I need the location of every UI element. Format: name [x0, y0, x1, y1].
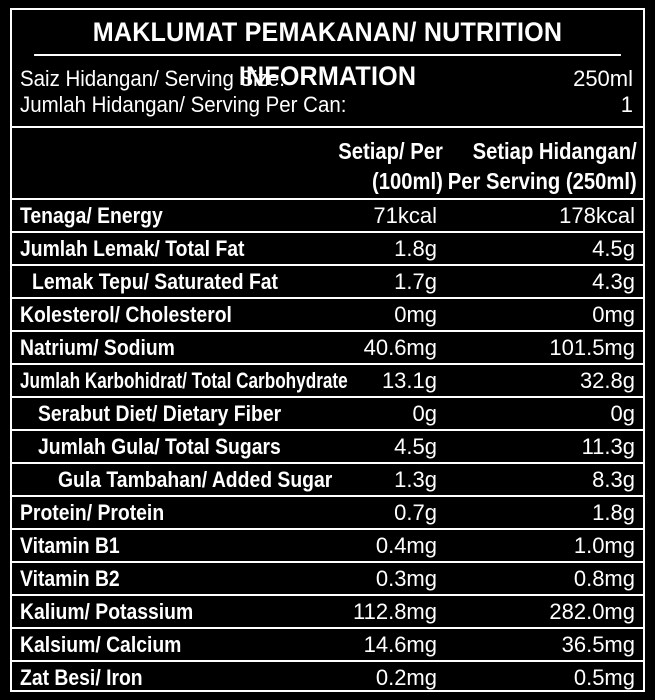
- table-row: Natrium/ Sodium 40.6mg 101.5mg: [12, 332, 643, 365]
- nutrient-table: Tenaga/ Energy 71kcal 178kcal Jumlah Lemak…: [12, 200, 643, 693]
- table-row: Vitamin B1 0.4mg 1.0mg: [12, 530, 643, 563]
- per-serving-value: 178kcal: [559, 203, 635, 228]
- serving-info: Saiz Hidangan/ Serving Size: 250ml Jumla…: [12, 56, 643, 128]
- table-row: Vitamin B2 0.3mg 0.8mg: [12, 563, 643, 596]
- nutrient-name: Zat Besi/ Iron: [20, 665, 143, 690]
- table-row: Lemak Tepu/ Saturated Fat 1.7g 4.3g: [12, 266, 643, 299]
- table-row: Jumlah Lemak/ Total Fat 1.8g 4.5g: [12, 233, 643, 266]
- per-100ml-value: 0mg: [394, 302, 437, 327]
- table-row: Tenaga/ Energy 71kcal 178kcal: [12, 200, 643, 233]
- per-100ml-value: 0.4mg: [375, 533, 437, 558]
- per-serving-value: 1.0mg: [573, 533, 635, 558]
- nutrient-name: Tenaga/ Energy: [20, 203, 163, 228]
- per-serving-value: 4.5g: [592, 236, 635, 261]
- per-100ml-value: 1.3g: [394, 467, 437, 492]
- nutrient-name: Jumlah Karbohidrat/ Total Carbohydrate: [20, 368, 348, 393]
- per-100ml-header: Setiap/ Per (100ml): [338, 136, 443, 196]
- nutrient-name: Jumlah Lemak/ Total Fat: [20, 236, 245, 261]
- serving-size-label: Saiz Hidangan/ Serving Size:: [20, 66, 285, 91]
- serving-size-row: Saiz Hidangan/ Serving Size: 250ml: [12, 66, 643, 92]
- servings-per-can-label: Jumlah Hidangan/ Serving Per Can:: [20, 92, 347, 117]
- per-100ml-value: 0.2mg: [375, 665, 437, 690]
- per-serving-value: 36.5mg: [561, 632, 635, 657]
- per-100ml-value: 4.5g: [394, 434, 437, 459]
- per-serving-value: 4.3g: [592, 269, 635, 294]
- nutrient-name: Kalium/ Potassium: [20, 599, 194, 624]
- table-row: Zat Besi/ Iron 0.2mg 0.5mg: [12, 662, 643, 693]
- per-100ml-value: 1.7g: [394, 269, 437, 294]
- per-serving-header-line2: Per Serving (250ml): [448, 168, 637, 194]
- servings-per-can-row: Jumlah Hidangan/ Serving Per Can: 1: [12, 92, 643, 118]
- nutrient-name: Vitamin B1: [20, 533, 120, 558]
- per-100ml-value: 1.8g: [394, 236, 437, 261]
- table-row: Jumlah Gula/ Total Sugars 4.5g 11.3g: [12, 431, 643, 464]
- nutrition-panel: MAKLUMAT PEMAKANAN/ NUTRITION INFORMATIO…: [10, 8, 645, 692]
- table-row: Gula Tambahan/ Added Sugar 1.3g 8.3g: [12, 464, 643, 497]
- serving-size-value: 250ml: [573, 66, 633, 91]
- per-serving-value: 0g: [610, 401, 635, 426]
- per-serving-value: 0.5mg: [573, 665, 635, 690]
- per-100ml-header-line1: Setiap/ Per: [338, 138, 443, 164]
- per-serving-header: Setiap Hidangan/ Per Serving (250ml): [448, 136, 637, 196]
- nutrient-name: Kalsium/ Calcium: [20, 632, 182, 657]
- per-100ml-value: 40.6mg: [363, 335, 437, 360]
- per-serving-value: 101.5mg: [549, 335, 635, 360]
- per-serving-value: 32.8g: [579, 368, 635, 393]
- table-row: Jumlah Karbohidrat/ Total Carbohydrate 13…: [12, 365, 643, 398]
- table-row: Kolesterol/ Cholesterol 0mg 0mg: [12, 299, 643, 332]
- per-100ml-value: 13.1g: [381, 368, 437, 393]
- per-100ml-header-line2: (100ml): [372, 168, 443, 194]
- servings-per-can-value: 1: [620, 92, 633, 117]
- nutrient-name: Serabut Diet/ Dietary Fiber: [38, 401, 282, 426]
- per-100ml-value: 71kcal: [373, 203, 437, 228]
- nutrient-name: Lemak Tepu/ Saturated Fat: [32, 269, 279, 294]
- per-serving-value: 0.8mg: [573, 566, 635, 591]
- table-row: Protein/ Protein 0.7g 1.8g: [12, 497, 643, 530]
- nutrient-name: Kolesterol/ Cholesterol: [20, 302, 232, 327]
- per-100ml-value: 0.3mg: [375, 566, 437, 591]
- per-serving-value: 1.8g: [592, 500, 635, 525]
- nutrient-name: Protein/ Protein: [20, 500, 165, 525]
- per-100ml-value: 14.6mg: [363, 632, 437, 657]
- per-serving-value: 11.3g: [581, 434, 635, 459]
- per-serving-value: 0mg: [592, 302, 635, 327]
- nutrient-name: Natrium/ Sodium: [20, 335, 175, 360]
- table-row: Serabut Diet/ Dietary Fiber 0g 0g: [12, 398, 643, 431]
- per-serving-value: 8.3g: [592, 467, 635, 492]
- nutrient-name: Vitamin B2: [20, 566, 120, 591]
- panel-title: MAKLUMAT PEMAKANAN/ NUTRITION INFORMATIO…: [34, 10, 621, 91]
- per-serving-value: 282.0mg: [549, 599, 635, 624]
- per-serving-header-line1: Setiap Hidangan/: [472, 138, 637, 164]
- per-100ml-value: 0.7g: [394, 500, 437, 525]
- per-100ml-value: 0g: [412, 401, 437, 426]
- table-row: Kalsium/ Calcium 14.6mg 36.5mg: [12, 629, 643, 662]
- nutrient-name: Gula Tambahan/ Added Sugar: [58, 467, 333, 492]
- nutrient-name: Jumlah Gula/ Total Sugars: [38, 434, 281, 459]
- table-row: Kalium/ Potassium 112.8mg 282.0mg: [12, 596, 643, 629]
- per-100ml-value: 112.8mg: [353, 599, 437, 624]
- column-header: Setiap/ Per (100ml) Setiap Hidangan/ Per…: [12, 128, 643, 200]
